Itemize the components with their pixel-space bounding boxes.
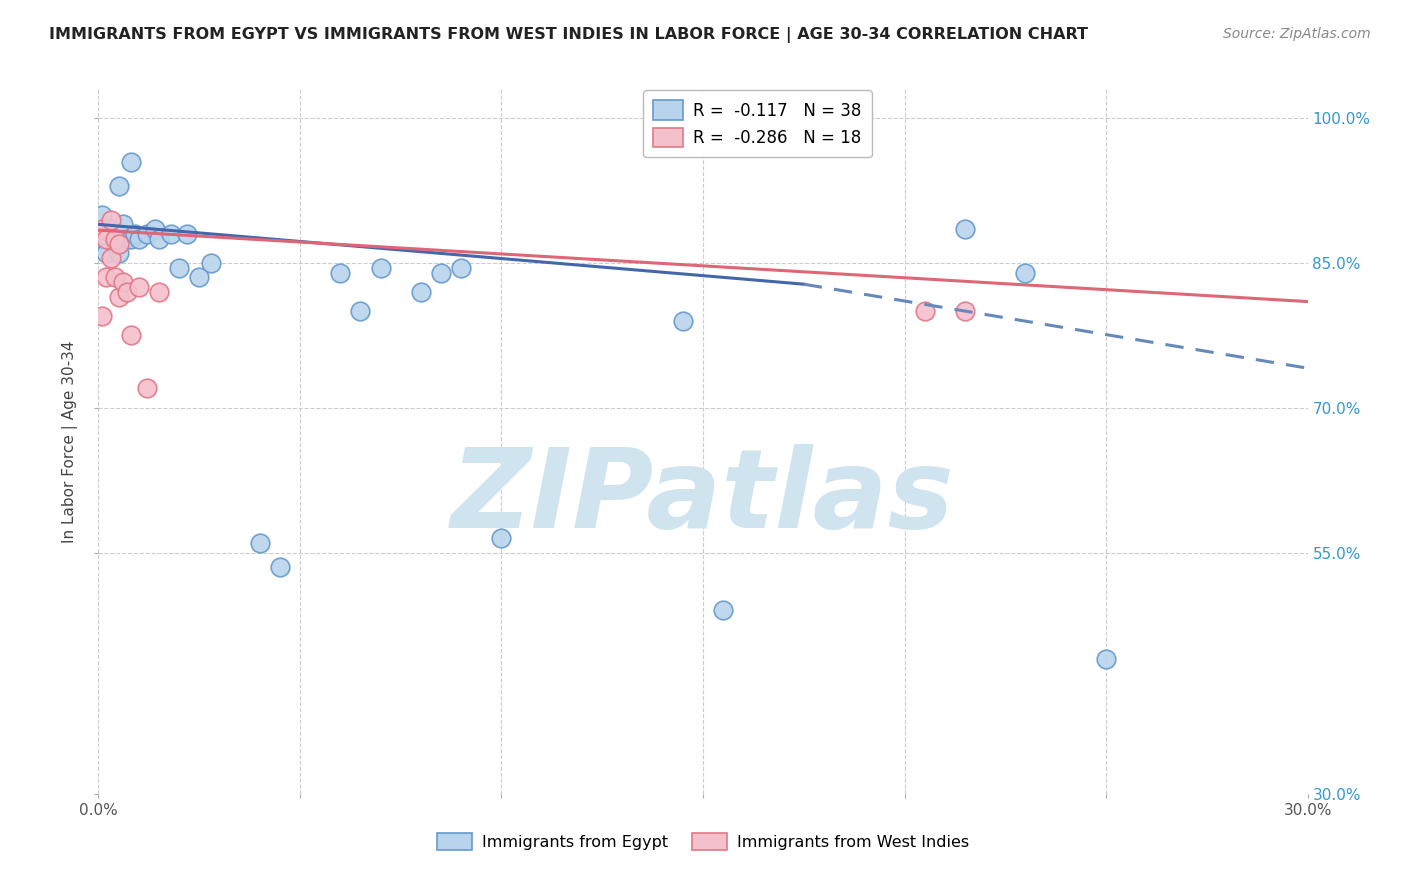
- Point: [1095, 651, 1118, 665]
- Point: [107, 236, 129, 251]
- Point: [96, 246, 118, 260]
- Legend: Immigrants from Egypt, Immigrants from West Indies: Immigrants from Egypt, Immigrants from W…: [430, 827, 976, 856]
- Point: [120, 328, 142, 343]
- Point: [953, 222, 976, 236]
- Point: [148, 285, 170, 299]
- Point: [100, 227, 122, 241]
- Point: [1014, 266, 1036, 280]
- Point: [91, 232, 114, 246]
- Point: [100, 222, 122, 236]
- Point: [103, 236, 125, 251]
- Text: Source: ZipAtlas.com: Source: ZipAtlas.com: [1223, 27, 1371, 41]
- Y-axis label: In Labor Force | Age 30-34: In Labor Force | Age 30-34: [62, 340, 79, 543]
- Point: [430, 266, 453, 280]
- Point: [96, 232, 118, 246]
- Point: [188, 270, 211, 285]
- Point: [96, 232, 118, 246]
- Point: [91, 222, 114, 236]
- Point: [269, 560, 291, 574]
- Point: [200, 256, 222, 270]
- Point: [107, 178, 129, 193]
- Text: ZIPatlas: ZIPatlas: [451, 444, 955, 551]
- Point: [91, 309, 114, 323]
- Point: [160, 227, 183, 241]
- Point: [329, 266, 352, 280]
- Point: [107, 246, 129, 260]
- Point: [120, 232, 142, 246]
- Point: [135, 381, 157, 395]
- Point: [176, 227, 198, 241]
- Point: [953, 304, 976, 318]
- Point: [96, 270, 118, 285]
- Point: [103, 270, 125, 285]
- Point: [711, 603, 734, 617]
- Point: [120, 154, 142, 169]
- Point: [128, 232, 150, 246]
- Point: [91, 208, 114, 222]
- Point: [167, 260, 190, 275]
- Point: [491, 531, 513, 545]
- Point: [103, 232, 125, 246]
- Point: [115, 285, 138, 299]
- Point: [370, 260, 392, 275]
- Point: [148, 232, 170, 246]
- Point: [450, 260, 472, 275]
- Point: [249, 536, 271, 550]
- Point: [124, 227, 146, 241]
- Point: [409, 285, 432, 299]
- Point: [135, 227, 157, 241]
- Text: IMMIGRANTS FROM EGYPT VS IMMIGRANTS FROM WEST INDIES IN LABOR FORCE | AGE 30-34 : IMMIGRANTS FROM EGYPT VS IMMIGRANTS FROM…: [49, 27, 1088, 43]
- Point: [128, 280, 150, 294]
- Point: [103, 227, 125, 241]
- Point: [111, 275, 134, 289]
- Point: [672, 314, 695, 328]
- Point: [107, 290, 129, 304]
- Point: [115, 232, 138, 246]
- Point: [100, 212, 122, 227]
- Point: [100, 251, 122, 265]
- Point: [143, 222, 166, 236]
- Point: [349, 304, 371, 318]
- Point: [914, 304, 936, 318]
- Point: [111, 218, 134, 232]
